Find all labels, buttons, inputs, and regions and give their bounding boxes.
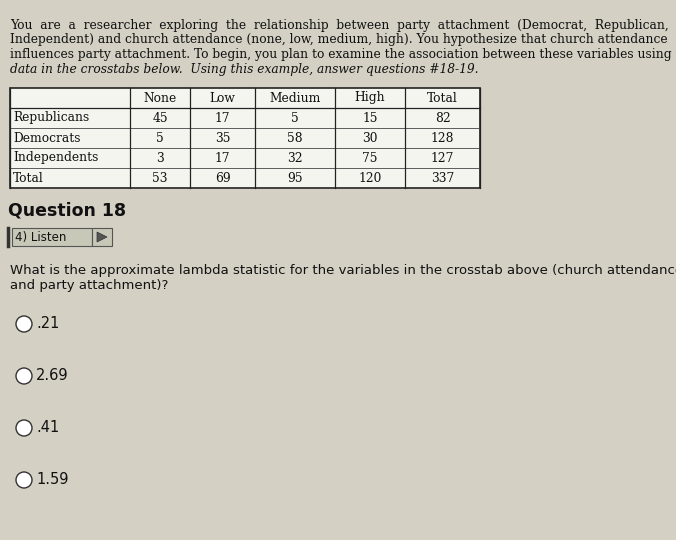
Text: 32: 32: [287, 152, 303, 165]
Circle shape: [16, 472, 32, 488]
Text: Question 18: Question 18: [8, 202, 126, 220]
Text: 120: 120: [358, 172, 382, 185]
Text: 4) Listen: 4) Listen: [15, 231, 66, 244]
Text: 337: 337: [431, 172, 454, 185]
FancyBboxPatch shape: [10, 88, 480, 188]
Text: Independent) and church attendance (none, low, medium, high). You hypothesize th: Independent) and church attendance (none…: [10, 33, 668, 46]
Text: 17: 17: [215, 111, 231, 125]
Text: 1.59: 1.59: [36, 472, 68, 488]
Text: 3: 3: [156, 152, 164, 165]
Text: What is the approximate lambda statistic for the variables in the crosstab above: What is the approximate lambda statistic…: [10, 264, 676, 277]
Text: Medium: Medium: [269, 91, 320, 105]
Text: and party attachment)?: and party attachment)?: [10, 279, 168, 292]
Text: You  are  a  researcher  exploring  the  relationship  between  party  attachmen: You are a researcher exploring the relat…: [10, 19, 669, 32]
FancyBboxPatch shape: [12, 228, 92, 246]
Polygon shape: [97, 232, 107, 242]
Circle shape: [16, 420, 32, 436]
Text: 5: 5: [156, 132, 164, 145]
Text: 15: 15: [362, 111, 378, 125]
Circle shape: [16, 316, 32, 332]
Text: 95: 95: [287, 172, 303, 185]
Text: influences party attachment. To begin, you plan to examine the association betwe: influences party attachment. To begin, y…: [10, 48, 676, 61]
FancyBboxPatch shape: [92, 228, 112, 246]
Text: 75: 75: [362, 152, 378, 165]
Text: 58: 58: [287, 132, 303, 145]
Text: 30: 30: [362, 132, 378, 145]
Text: 82: 82: [435, 111, 450, 125]
Text: data in the crosstabs below.  Using this example, answer questions #18-19.: data in the crosstabs below. Using this …: [10, 63, 479, 76]
Text: 35: 35: [215, 132, 231, 145]
Text: 45: 45: [152, 111, 168, 125]
Circle shape: [16, 368, 32, 384]
Text: High: High: [355, 91, 385, 105]
Text: Total: Total: [13, 172, 44, 185]
Text: 127: 127: [431, 152, 454, 165]
Text: 17: 17: [215, 152, 231, 165]
Text: Low: Low: [210, 91, 235, 105]
Text: 2.69: 2.69: [36, 368, 69, 383]
Text: Total: Total: [427, 91, 458, 105]
Text: Independents: Independents: [13, 152, 99, 165]
Text: .41: .41: [36, 421, 59, 435]
Text: 53: 53: [152, 172, 168, 185]
Text: .21: .21: [36, 316, 59, 332]
Text: Democrats: Democrats: [13, 132, 80, 145]
Text: Republicans: Republicans: [13, 111, 89, 125]
Text: None: None: [143, 91, 176, 105]
Text: 69: 69: [214, 172, 231, 185]
Text: 5: 5: [291, 111, 299, 125]
Text: 128: 128: [431, 132, 454, 145]
